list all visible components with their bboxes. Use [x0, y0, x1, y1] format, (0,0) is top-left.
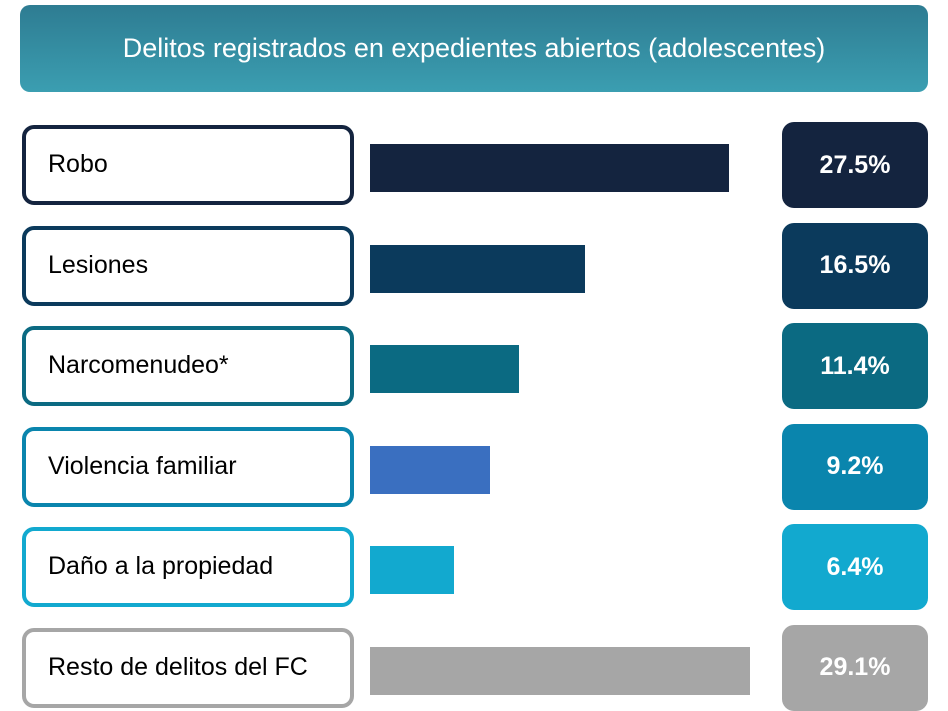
category-label: Lesiones [22, 225, 354, 306]
value-label: 6.4% [782, 524, 928, 610]
bar [370, 546, 454, 594]
value-label: 9.2% [782, 423, 928, 510]
category-label: Narcomenudeo* [22, 326, 354, 406]
value-label: 29.1% [782, 624, 928, 711]
bar [370, 646, 750, 695]
bar [370, 445, 491, 494]
chart-title: Delitos registrados en expedientes abier… [20, 5, 928, 92]
category-label: Daño a la propiedad [22, 527, 354, 607]
category-label: Robo [22, 125, 354, 205]
value-label: 27.5% [782, 122, 928, 208]
bar [370, 244, 586, 293]
value-label: 11.4% [782, 323, 928, 409]
bar [370, 345, 519, 393]
value-label: 16.5% [782, 222, 928, 309]
category-label: Resto de delitos del FC [22, 627, 354, 708]
category-label: Violencia familiar [22, 426, 354, 507]
bar [370, 144, 730, 192]
